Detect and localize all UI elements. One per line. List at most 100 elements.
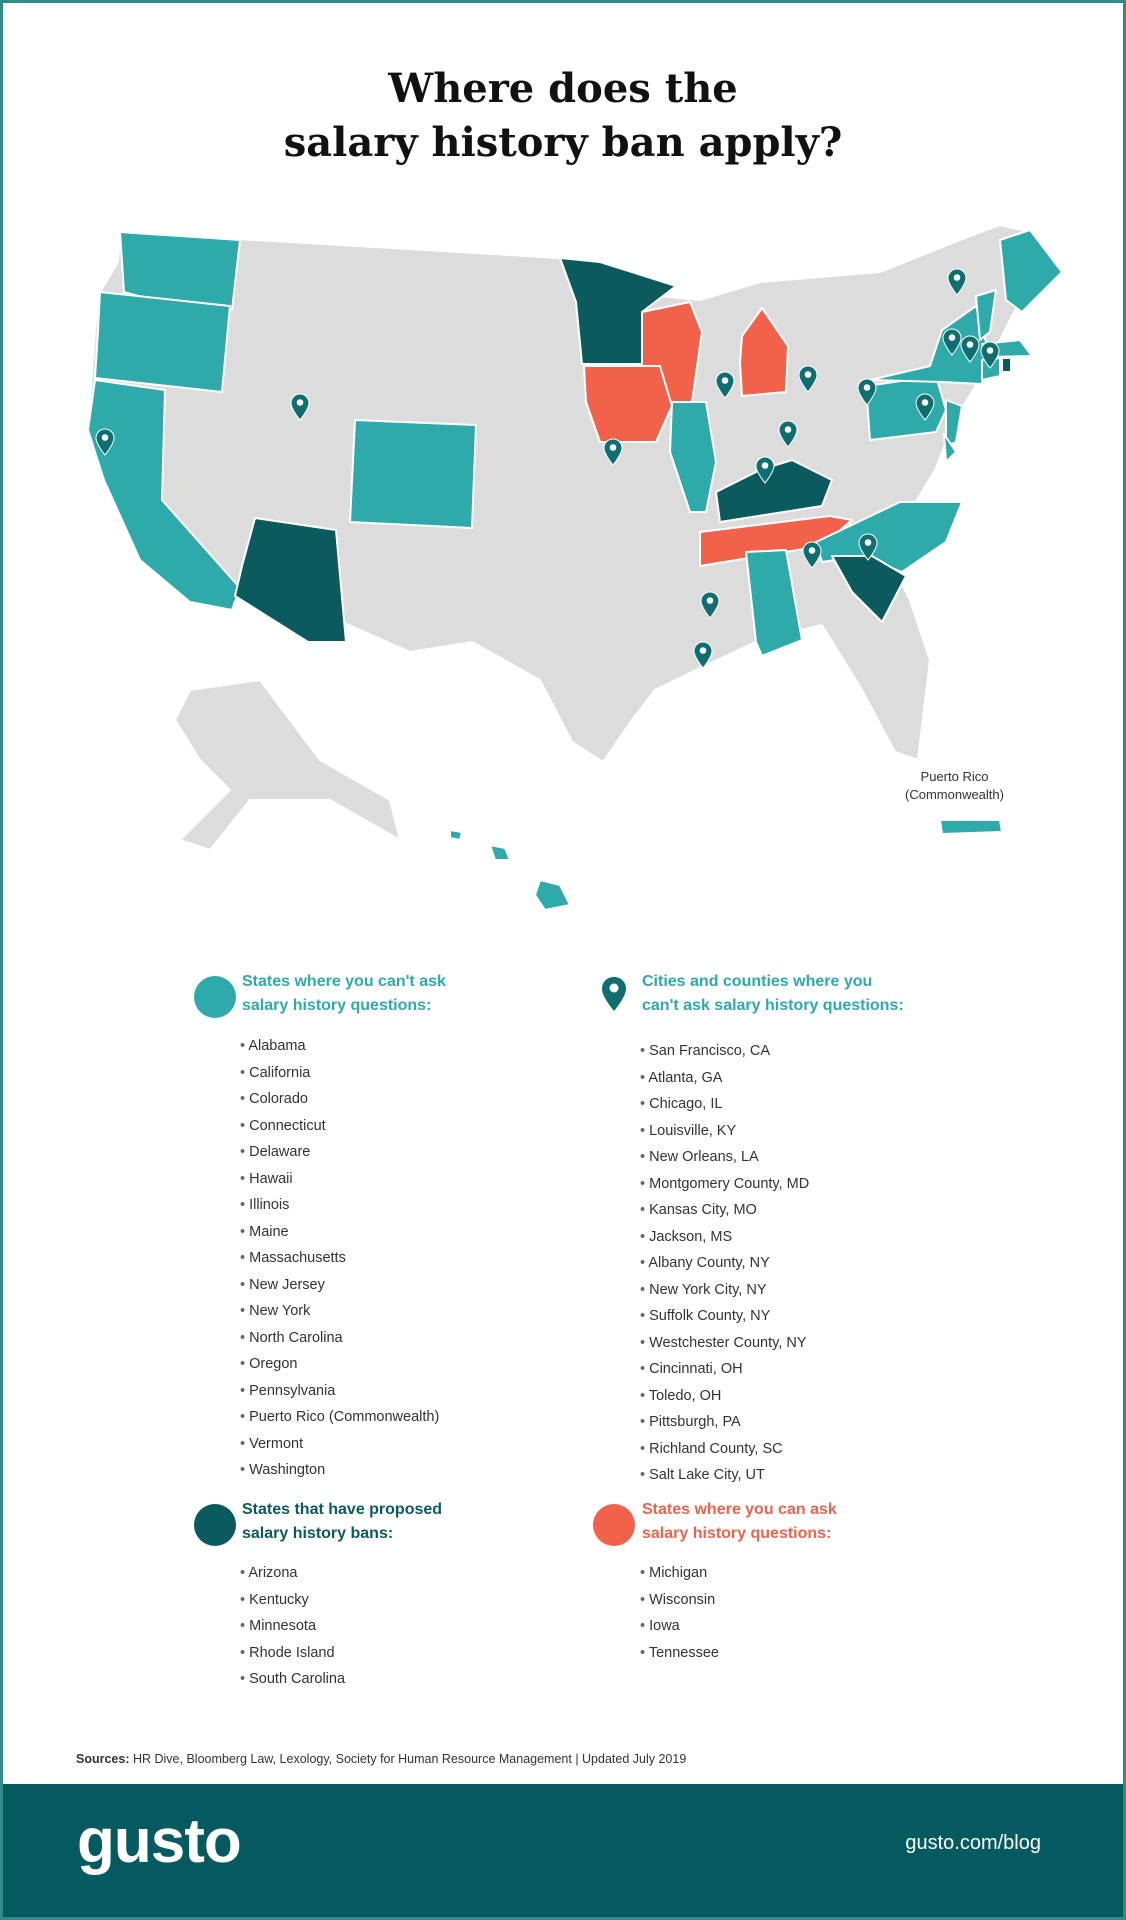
- list-item: Washington: [240, 1457, 439, 1484]
- list-item: Puerto Rico (Commonwealth): [240, 1404, 439, 1431]
- map-pin-icon: Louisville, KY: [755, 456, 775, 484]
- title-line-1: Where does the: [388, 65, 738, 112]
- map-pin-icon: Toledo, OH: [798, 365, 818, 393]
- state-colorado: [349, 419, 477, 529]
- gusto-logo: gusto: [77, 1807, 242, 1876]
- list-item: Kentucky: [240, 1587, 345, 1614]
- state-pennsylvania: [865, 375, 947, 441]
- footer-bar: gusto gusto.com/blog: [3, 1784, 1123, 1917]
- list-item: Toledo, OH: [640, 1383, 809, 1410]
- state-illinois: [669, 401, 717, 513]
- list-item: Richland County, SC: [640, 1436, 809, 1463]
- list-item: Atlanta, GA: [640, 1065, 809, 1092]
- state-california: [87, 379, 241, 611]
- state-oregon: [94, 291, 231, 393]
- state-rhode-island: [1001, 357, 1012, 373]
- list-item: New York: [240, 1298, 439, 1325]
- list-item: Alabama: [240, 1033, 439, 1060]
- state-hawaii-islands: [449, 829, 463, 841]
- state-alabama: [745, 549, 803, 657]
- sources-label: Sources:: [76, 1752, 130, 1766]
- legend-heading-can-ask: States where you can ask salary history …: [642, 1498, 982, 1546]
- map-pin-icon: Cincinnati, OH: [778, 420, 798, 448]
- list-item: Salt Lake City, UT: [640, 1462, 809, 1489]
- blog-url[interactable]: gusto.com/blog: [905, 1832, 1041, 1854]
- heading-line: States where you can't ask: [242, 973, 446, 990]
- state-hawaii: [534, 879, 571, 911]
- orange-circle-icon: [593, 1504, 635, 1546]
- list-item: North Carolina: [240, 1325, 439, 1352]
- list-item: Maine: [240, 1219, 439, 1246]
- title-line-2: salary history ban apply?: [283, 119, 843, 166]
- sources-text: HR Dive, Bloomberg Law, Lexology, Societ…: [129, 1752, 687, 1766]
- list-proposed-states: ArizonaKentuckyMinnesotaRhode IslandSout…: [240, 1560, 345, 1693]
- list-item: Connecticut: [240, 1113, 439, 1140]
- list-item: Wisconsin: [640, 1587, 719, 1614]
- list-cant-ask-states: AlabamaCaliforniaColoradoConnecticutDela…: [240, 1033, 439, 1484]
- list-can-ask-states: MichiganWisconsinIowaTennessee: [640, 1560, 719, 1666]
- map-pin-icon: Suffolk County, NY: [960, 335, 980, 363]
- heading-line: States where you can ask: [642, 1501, 837, 1518]
- list-item: Delaware: [240, 1139, 439, 1166]
- pr-label-line-1: Puerto Rico: [920, 769, 989, 784]
- list-item: New Jersey: [240, 1272, 439, 1299]
- list-item: Cincinnati, OH: [640, 1356, 809, 1383]
- state-puerto-rico: [939, 819, 1003, 835]
- map-pin-icon: Albany County, NY: [947, 268, 967, 296]
- state-arizona: [234, 517, 347, 643]
- legend-heading-cant-ask: States where you can't ask salary histor…: [242, 970, 582, 1018]
- list-item: Pittsburgh, PA: [640, 1409, 809, 1436]
- map-pin-icon: New York City, NY: [980, 341, 1000, 369]
- map-pin-icon: Salt Lake City, UT: [290, 393, 310, 421]
- state-hawaii-islands: [489, 844, 511, 861]
- map-pin-icon: Westchester County, NY: [942, 328, 962, 356]
- heading-line: Cities and counties where you: [642, 973, 873, 990]
- puerto-rico-label: Puerto Rico (Commonwealth): [905, 768, 1004, 804]
- legend-heading-proposed: States that have proposed salary history…: [242, 1498, 582, 1546]
- list-item: Westchester County, NY: [640, 1330, 809, 1357]
- list-item: New Orleans, LA: [640, 1144, 809, 1171]
- heading-line: States that have proposed: [242, 1501, 443, 1518]
- list-item: Illinois: [240, 1192, 439, 1219]
- us-map: San Francisco, CA Atlanta, GA Chicago, IL L…: [87, 224, 1063, 911]
- map-pin-icon: New Orleans, LA: [693, 641, 713, 669]
- state-iowa: [583, 365, 673, 443]
- list-item: Rhode Island: [240, 1640, 345, 1667]
- state-maine: [999, 229, 1063, 313]
- list-item: Suffolk County, NY: [640, 1303, 809, 1330]
- heading-line: salary history questions:: [642, 1525, 832, 1542]
- map-pin-icon: Chicago, IL: [715, 371, 735, 399]
- map-pin-icon: [602, 977, 626, 1011]
- state-new-jersey: [945, 399, 963, 447]
- state-vermont: [975, 289, 997, 341]
- page-title: Where does the salary history ban apply?: [0, 62, 1126, 170]
- pr-label-line-2: (Commonwealth): [905, 787, 1004, 802]
- list-item: Louisville, KY: [640, 1118, 809, 1145]
- alaska: [174, 679, 401, 851]
- legend-heading-cities: Cities and counties where you can't ask …: [642, 970, 1042, 1018]
- list-item: Arizona: [240, 1560, 345, 1587]
- list-item: Pennsylvania: [240, 1378, 439, 1405]
- heading-line: salary history bans:: [242, 1525, 394, 1542]
- map-pin-icon: Atlanta, GA: [802, 541, 822, 569]
- map-pin-icon: Richland County, SC: [858, 533, 878, 561]
- list-item: San Francisco, CA: [640, 1038, 809, 1065]
- state-michigan: [739, 307, 789, 397]
- list-item: Vermont: [240, 1431, 439, 1458]
- sources-note: Sources: HR Dive, Bloomberg Law, Lexolog…: [76, 1752, 686, 1766]
- map-pin-icon: Pittsburgh, PA: [857, 378, 877, 406]
- list-item: Massachusetts: [240, 1245, 439, 1272]
- dark-teal-circle-icon: [194, 1504, 236, 1546]
- list-item: Iowa: [640, 1613, 719, 1640]
- list-item: New York City, NY: [640, 1277, 809, 1304]
- state-north-carolina: [815, 501, 963, 573]
- list-item: Hawaii: [240, 1166, 439, 1193]
- us-lower48-base: [87, 224, 1061, 763]
- map-pin-icon: San Francisco, CA: [95, 428, 115, 456]
- list-item: South Carolina: [240, 1666, 345, 1693]
- list-item: Albany County, NY: [640, 1250, 809, 1277]
- teal-circle-icon: [194, 976, 236, 1018]
- list-item: Michigan: [640, 1560, 719, 1587]
- list-cities-counties: San Francisco, CAAtlanta, GAChicago, ILL…: [640, 1038, 809, 1489]
